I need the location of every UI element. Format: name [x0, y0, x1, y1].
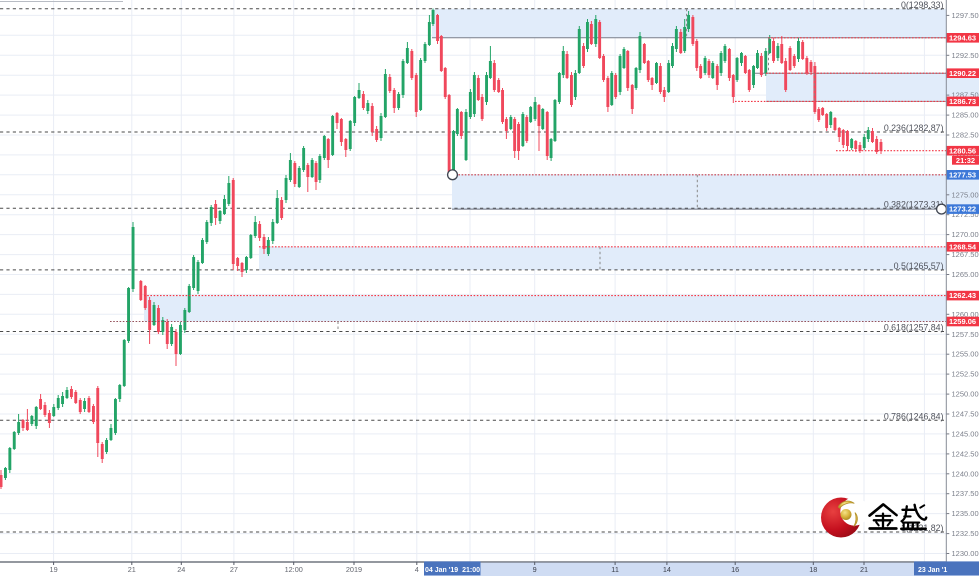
svg-text:1273.22: 1273.22: [949, 205, 976, 214]
svg-text:9: 9: [533, 565, 537, 574]
svg-text:0.236(1282.87): 0.236(1282.87): [884, 123, 944, 133]
svg-text:0(1298.33): 0(1298.33): [901, 0, 944, 10]
svg-text:1290.22: 1290.22: [949, 69, 976, 78]
svg-text:1250.00: 1250.00: [952, 390, 979, 399]
svg-text:19: 19: [50, 565, 58, 574]
svg-text:0.618(1257.84): 0.618(1257.84): [884, 323, 944, 333]
svg-text:18: 18: [809, 565, 817, 574]
svg-text:1265.00: 1265.00: [952, 270, 979, 279]
svg-text:21: 21: [128, 565, 136, 574]
svg-text:21:32: 21:32: [956, 156, 975, 165]
svg-text:1230.00: 1230.00: [952, 549, 979, 558]
svg-text:1268.54: 1268.54: [949, 242, 977, 251]
svg-text:1259.06: 1259.06: [949, 317, 976, 326]
svg-text:1232.50: 1232.50: [952, 529, 979, 538]
svg-text:4: 4: [415, 565, 419, 574]
svg-text:04 Jan '19 21:00: 04 Jan '19 21:00: [425, 567, 480, 574]
svg-text:1275.00: 1275.00: [952, 190, 979, 199]
svg-text:21: 21: [860, 565, 868, 574]
svg-text:11: 11: [611, 565, 619, 574]
svg-text:1257.50: 1257.50: [952, 330, 979, 339]
svg-text:0.786(1246.84): 0.786(1246.84): [884, 411, 944, 421]
svg-text:12:00: 12:00: [285, 565, 303, 574]
svg-text:2019: 2019: [346, 565, 362, 574]
svg-text:1277.53: 1277.53: [949, 170, 976, 179]
svg-text:1272.50: 1272.50: [952, 210, 979, 219]
svg-text:1280.56: 1280.56: [949, 146, 976, 155]
svg-text:1240.00: 1240.00: [952, 469, 979, 478]
svg-text:1245.00: 1245.00: [952, 429, 979, 438]
svg-text:1235.00: 1235.00: [952, 509, 979, 518]
svg-text:1260.00: 1260.00: [952, 310, 979, 319]
svg-text:1286.73: 1286.73: [949, 97, 976, 106]
svg-text:1242.50: 1242.50: [952, 449, 979, 458]
svg-text:23 Jan '1: 23 Jan '1: [918, 567, 947, 574]
svg-text:1247.50: 1247.50: [952, 410, 979, 419]
svg-text:1287.50: 1287.50: [952, 91, 979, 100]
svg-text:1262.43: 1262.43: [949, 291, 976, 300]
svg-text:0.382(1273.31): 0.382(1273.31): [884, 199, 944, 209]
svg-text:14: 14: [663, 565, 671, 574]
svg-text:1282.50: 1282.50: [952, 131, 979, 140]
svg-text:1267.50: 1267.50: [952, 250, 979, 259]
svg-text:27: 27: [230, 565, 238, 574]
svg-text:1285.00: 1285.00: [952, 111, 979, 120]
svg-text:1297.50: 1297.50: [952, 11, 979, 20]
svg-text:16: 16: [731, 565, 739, 574]
svg-text:0.5(1265.57): 0.5(1265.57): [894, 261, 944, 271]
svg-text:1292.50: 1292.50: [952, 51, 979, 60]
svg-text:1270.00: 1270.00: [952, 230, 979, 239]
svg-text:1237.50: 1237.50: [952, 489, 979, 498]
svg-text:1294.63: 1294.63: [949, 33, 976, 42]
svg-text:1255.00: 1255.00: [952, 350, 979, 359]
svg-text:1252.50: 1252.50: [952, 370, 979, 379]
svg-text:24: 24: [177, 565, 185, 574]
